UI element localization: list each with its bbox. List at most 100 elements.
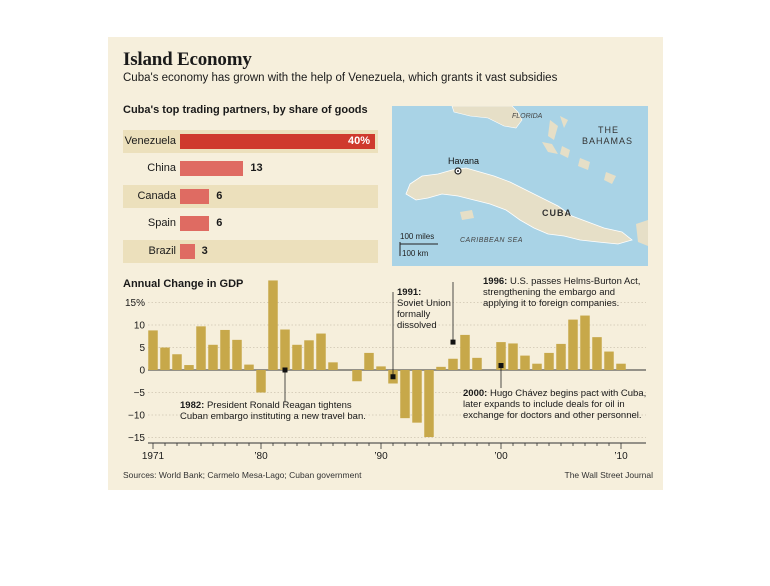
gdp-bar-1973 <box>172 354 182 370</box>
gdp-bar-1986 <box>328 362 338 370</box>
map-bahamas-island <box>578 158 590 170</box>
bar-canada <box>180 189 210 204</box>
map-isla-juventud <box>460 210 474 220</box>
bar-value-venezuela: 40% <box>348 135 371 147</box>
gdp-bar-2007 <box>580 315 590 370</box>
sources-note: Sources: World Bank; Carmelo Mesa-Lago; … <box>123 470 362 480</box>
gdp-bar-2000 <box>496 342 506 370</box>
gdp-bar-1996 <box>448 358 458 370</box>
annotation-2000-year: 2000: <box>463 388 488 399</box>
annotation-2000-line3: exchange for doctors and other personnel… <box>463 410 642 421</box>
gdp-bar-2009 <box>604 351 614 370</box>
map-scale-km: 100 km <box>402 249 429 258</box>
annotation-1996-line1: U.S. passes Helms-Burton Act, <box>507 276 641 287</box>
map-hispaniola-land <box>636 220 648 246</box>
bar-venezuela <box>180 134 375 149</box>
annotation-1982-line1: President Ronald Reagan tightens <box>204 400 352 411</box>
gdp-annotation-leaders <box>282 282 504 402</box>
bar-label-venezuela: Venezuela <box>124 135 176 147</box>
gdp-bars <box>148 280 626 438</box>
x-tick-label: ’80 <box>254 451 268 462</box>
annotation-marker-1982 <box>282 367 288 373</box>
annotation-marker-1996 <box>450 339 456 345</box>
y-tick-label: −5 <box>134 388 146 399</box>
y-tick-label: 15% <box>125 298 145 309</box>
y-tick-label: −10 <box>128 411 145 422</box>
gdp-bar-2008 <box>592 337 602 370</box>
annotation-1996-line3: applying it to foreign companies. <box>483 298 620 309</box>
credit-line: The Wall Street Journal <box>564 470 654 480</box>
gdp-axes: 15% 10 5 0 −5 −10 −15 1971 ’80 ’90 ’00 ’10 <box>125 298 646 462</box>
x-tick-label: ’00 <box>494 451 508 462</box>
gdp-bar-1976 <box>208 344 218 370</box>
annotation-1982-year: 1982: <box>180 400 205 411</box>
map-bahamas-island <box>604 172 616 184</box>
gdp-bar-1979 <box>244 364 254 370</box>
trading-chart-title: Cuba's top trading partners, by share of… <box>123 104 368 116</box>
gdp-bar-2006 <box>568 319 578 370</box>
map-label-bahamas-2: BAHAMAS <box>582 136 633 146</box>
gdp-bar-2001 <box>508 343 518 370</box>
gdp-bar-1997 <box>460 334 470 370</box>
y-tick-label: 0 <box>139 366 145 377</box>
graphic-title: Island Economy <box>123 49 252 70</box>
bar-label-spain: Spain <box>147 217 176 229</box>
gdp-bar-1984 <box>304 340 314 370</box>
annotation-1991-line2: formally <box>397 309 431 320</box>
bar-label-china: China <box>147 162 176 174</box>
map-label-caribbean-sea: CARIBBEAN SEA <box>460 237 523 244</box>
gdp-bar-1989 <box>364 352 374 370</box>
annotation-1991-year: 1991: <box>397 287 422 298</box>
y-tick-label: 10 <box>134 321 146 332</box>
gdp-bar-1981 <box>268 280 278 370</box>
gdp-bar-1998 <box>472 357 482 370</box>
annotation-1996: 1996: U.S. passes Helms-Burton Act, stre… <box>483 276 640 309</box>
x-tick-label: 1971 <box>142 451 165 462</box>
gdp-bar-1983 <box>292 344 302 370</box>
gdp-bar-1985 <box>316 333 326 370</box>
bar-value-china: 13 <box>250 162 263 174</box>
gdp-bar-2005 <box>556 343 566 370</box>
map-scale-miles: 100 miles <box>400 232 434 241</box>
gdp-chart-title: Annual Change in GDP <box>123 278 243 290</box>
bar-spain <box>180 216 210 231</box>
map-cuba-land <box>405 167 633 245</box>
gdp-bar-1977 <box>220 329 230 370</box>
annotation-1996-year: 1996: <box>483 276 508 287</box>
gdp-bar-1982 <box>280 329 290 370</box>
x-tick-label: ’90 <box>374 451 388 462</box>
annotation-marker-1991 <box>390 374 396 380</box>
gdp-bar-1988 <box>352 370 362 382</box>
gdp-bar-1974 <box>184 365 194 370</box>
x-tick-label: ’10 <box>614 451 628 462</box>
gdp-bar-2003 <box>532 363 542 370</box>
annotation-2000-line2: later expands to include deals for oil i… <box>463 399 625 410</box>
map-bahamas-island <box>548 120 558 140</box>
y-tick-label: −15 <box>128 433 145 444</box>
map-label-havana: Havana <box>448 156 479 166</box>
gdp-bar-1990 <box>376 366 386 370</box>
havana-marker-dot <box>457 170 459 172</box>
bar-label-brazil: Brazil <box>148 245 176 257</box>
bar-value-brazil: 3 <box>201 245 208 257</box>
gdp-bar-1972 <box>160 347 170 370</box>
map-florida-land <box>451 106 523 129</box>
map-label-bahamas-1: THE <box>598 125 619 135</box>
y-tick-label: 5 <box>139 343 145 354</box>
map-bahamas-island <box>560 146 570 158</box>
annotation-1991-line1: Soviet Union <box>397 298 451 309</box>
gdp-bar-1980 <box>256 370 266 393</box>
gdp-bar-1975 <box>196 326 206 370</box>
annotation-marker-2000 <box>498 363 504 368</box>
annotation-1982-line2: Cuban embargo instituting a new travel b… <box>180 411 366 422</box>
gdp-bar-2002 <box>520 355 530 370</box>
map-bahamas-island <box>560 116 568 128</box>
annotation-2000-line1: Hugo Chávez begins pact with Cuba, <box>487 388 647 399</box>
annotation-1991-line3: dissolved <box>397 320 437 331</box>
gdp-bar-1971 <box>148 330 158 370</box>
gdp-bar-2004 <box>544 352 554 370</box>
annotation-1991: 1991: Soviet Union formally dissolved <box>397 287 451 331</box>
gdp-chart: Annual Change in GDP 15% 10 5 0 −5 −10 −15 1971… <box>123 278 646 462</box>
bar-china <box>180 161 244 176</box>
bar-value-spain: 6 <box>216 217 223 229</box>
